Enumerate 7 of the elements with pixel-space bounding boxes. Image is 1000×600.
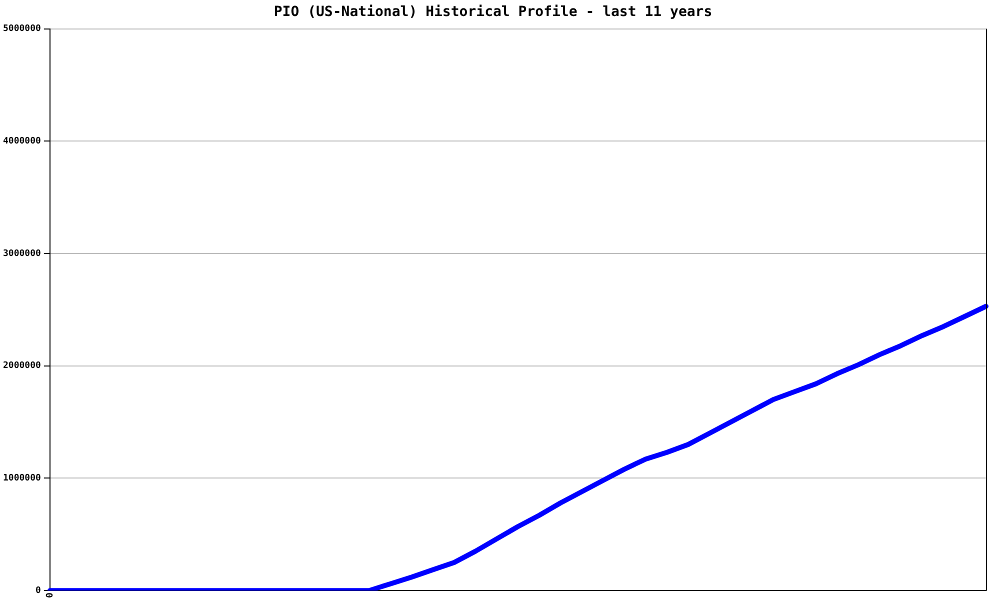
y-tick-label: 1000000: [2, 474, 41, 484]
y-tick-label: 3000000: [2, 248, 41, 259]
y-tick-label: 5000000: [2, 24, 41, 34]
y-tick-label: 2000000: [2, 361, 41, 372]
y-tick-label: 0: [36, 586, 41, 596]
y-tick-label: 4000000: [2, 136, 41, 146]
chart-title: PIO (US-National) Historical Profile - last 11 years: [274, 4, 712, 20]
